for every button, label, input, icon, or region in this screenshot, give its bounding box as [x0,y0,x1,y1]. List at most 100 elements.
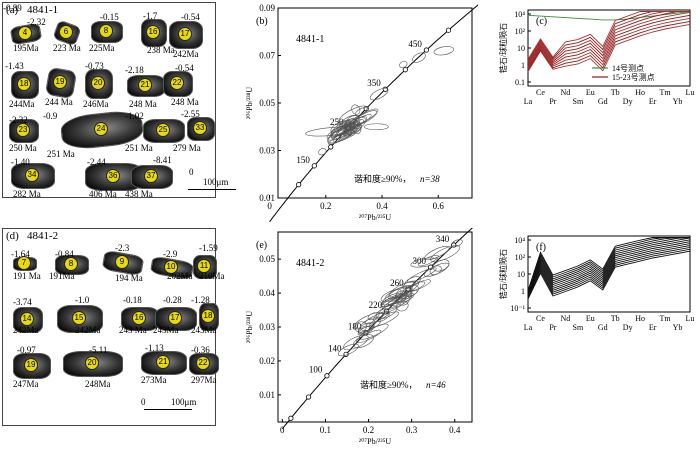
analysis-spot-number: 15 [72,311,86,325]
analysis-error-ellipse [450,239,463,248]
analysis-error-ellipse [384,286,411,302]
epsilon-hf-value: -2.55 [181,109,200,119]
grain-age-label: 194 Ma [115,273,143,283]
grain-age-label: 243 Ma [119,325,147,335]
concordia-chart-b: 0 0.2 0.4 0.6 0.01 0.03 0.05 0.07 0.09 ²⁰⁷Pb/²³⁵U… [245,1,482,223]
x-tick-label-upper: Tb [611,88,620,97]
grain-age-label: 273Ma [141,375,167,385]
epsilon-hf-value: -2.18 [125,65,144,75]
x-tick-label-upper: Tm [660,88,672,97]
analysis-error-ellipse [355,106,369,116]
y-tick-label: 10² [515,253,526,262]
analysis-spot-number: 19 [24,358,38,372]
analysis-spot-number: 10 [164,260,178,274]
analysis-spot-number: 25 [156,123,170,137]
analysis-error-ellipse [364,123,389,131]
epsilon-hf-value: -1.28 [191,295,210,305]
y-tick-label: 1 [521,287,525,296]
x-tick-label-upper: Nd [560,314,570,323]
ree-pattern-line [527,11,691,66]
ree-pattern-line [527,239,691,295]
x-tick-label-lower: Sm [573,323,584,332]
y-axis-label: 锆石/球粒陨石 [498,23,508,73]
x-tick-label: 0 [267,201,272,211]
epsilon-hf-value: -1.7 [143,11,158,21]
epsilon-hf-value: -0.97 [17,345,36,355]
scale-bar-line-d [144,409,192,410]
grain-age-label: 210Ma [199,271,225,281]
x-axis-label: ²⁰⁷Pb/²³⁵U [359,213,392,222]
grain-age-label: 242Ma [173,49,199,59]
y-tick-label: 0.04 [259,288,275,298]
x-tick-label: 0.6 [433,201,445,211]
analysis-error-ellipse [305,126,358,137]
grain-age-label: 246Ma [83,99,109,109]
ree-pattern-line [527,245,691,297]
analysis-error-ellipse [357,325,374,336]
epsilon-hf-value: -1.43 [5,61,24,71]
epsilon-hf-value: -2.32 [9,115,28,125]
epsilon-hf-value: -2.44 [87,157,106,167]
analysis-spot-number: 34 [25,168,39,182]
ree-pattern-line [527,11,690,65]
x-tick-label-upper: Ce [536,88,545,97]
analysis-spot-number: 18 [201,309,215,323]
analysis-error-ellipse [399,60,408,69]
concordia-age-label: 150 [296,155,310,165]
ree-pattern-chart-f: (f) 10⁴ 10² 10 1 10⁻¹ Ce Nd Eu Tb Ho Tm Lu La Pr Sm Gd Dy… [498,235,694,332]
concordia-age-label: 300 [413,256,427,266]
analysis-error-ellipse [349,108,379,126]
grain-age-label: 242Ma [75,325,101,335]
y-tick-label: 0.05 [259,98,275,108]
sample-label: 4841-1 [296,34,324,45]
panel-d-label: (d) [6,230,19,242]
x-tick-label-lower: Gd [598,97,608,106]
analysis-spot-number: 19 [53,75,67,89]
x-axis-label: ²⁰⁷Pb/²³⁵U [359,437,392,446]
x-tick-label: 0.3 [406,425,418,435]
analysis-spot-number: 11 [197,259,211,273]
ree-pattern-chart-c: (c) 10⁴ 10² 10 1 0.1 Ce Nd Eu Tb Ho Tm Lu La Pr Sm Gd Dy E… [498,9,694,106]
epsilon-hf-value: -8.41 [153,155,172,165]
scale-zero-d: 0 [141,397,146,407]
analysis-error-ellipse [433,46,455,56]
x-tick-label-upper: Tm [660,314,672,323]
concordia-age-mark [328,144,334,150]
legend-label: 15-23号测点 [612,73,655,82]
concordia-age-mark [305,394,312,400]
epsilon-hf-value: -0.54 [175,63,194,73]
panel-d: (d) 4841-2 7 -1.64 191 Ma 8 -0.84 191Ma 9 -2.3 1… [2,228,225,426]
x-tick-label: 0.2 [363,425,374,435]
grain-age-label: 297Ma [191,375,217,385]
y-tick-label: 0.03 [259,146,275,156]
analysis-error-ellipse [345,115,360,126]
x-tick-label-lower: La [524,97,533,106]
grain-age-label: 191Ma [49,271,75,281]
analysis-spot-number: 16 [132,311,146,325]
analysis-error-ellipse [387,290,418,306]
analysis-spot-number: 16 [146,25,160,39]
analysis-count: n=38 [420,174,440,184]
analysis-error-ellipse [369,87,389,101]
panel-label: (b) [256,16,268,27]
epsilon-hf-value: -0.54 [181,12,200,22]
ree-pattern-line [527,14,691,68]
analysis-error-ellipse [410,257,439,268]
concordia-age-mark [296,182,302,188]
y-tick-label: 0.01 [259,193,275,203]
analysis-error-ellipse [402,281,415,290]
analysis-spot-number: 22 [196,356,210,370]
ree-pattern-line [527,237,690,291]
concordia-chart-e: 0 0.1 0.2 0.3 0.4 0.01 0.02 0.03 0.04 0.05 ²⁰⁷Pb/²… [245,222,479,446]
analysis-error-ellipse [396,300,409,312]
epsilon-hf-value: -0.84 [55,249,74,259]
analysis-error-ellipse [358,323,389,340]
analysis-error-ellipse [429,265,442,275]
grain-age-label: 195Ma [13,43,39,53]
analysis-spot-number: 17 [178,27,192,41]
concordance-note: 谐和度≥90%， [360,379,417,390]
ree-pattern-line [527,11,690,60]
y-tick-label: 10 [517,270,525,279]
ree-pattern-line [527,237,691,294]
x-tick-label-lower: La [524,323,533,332]
